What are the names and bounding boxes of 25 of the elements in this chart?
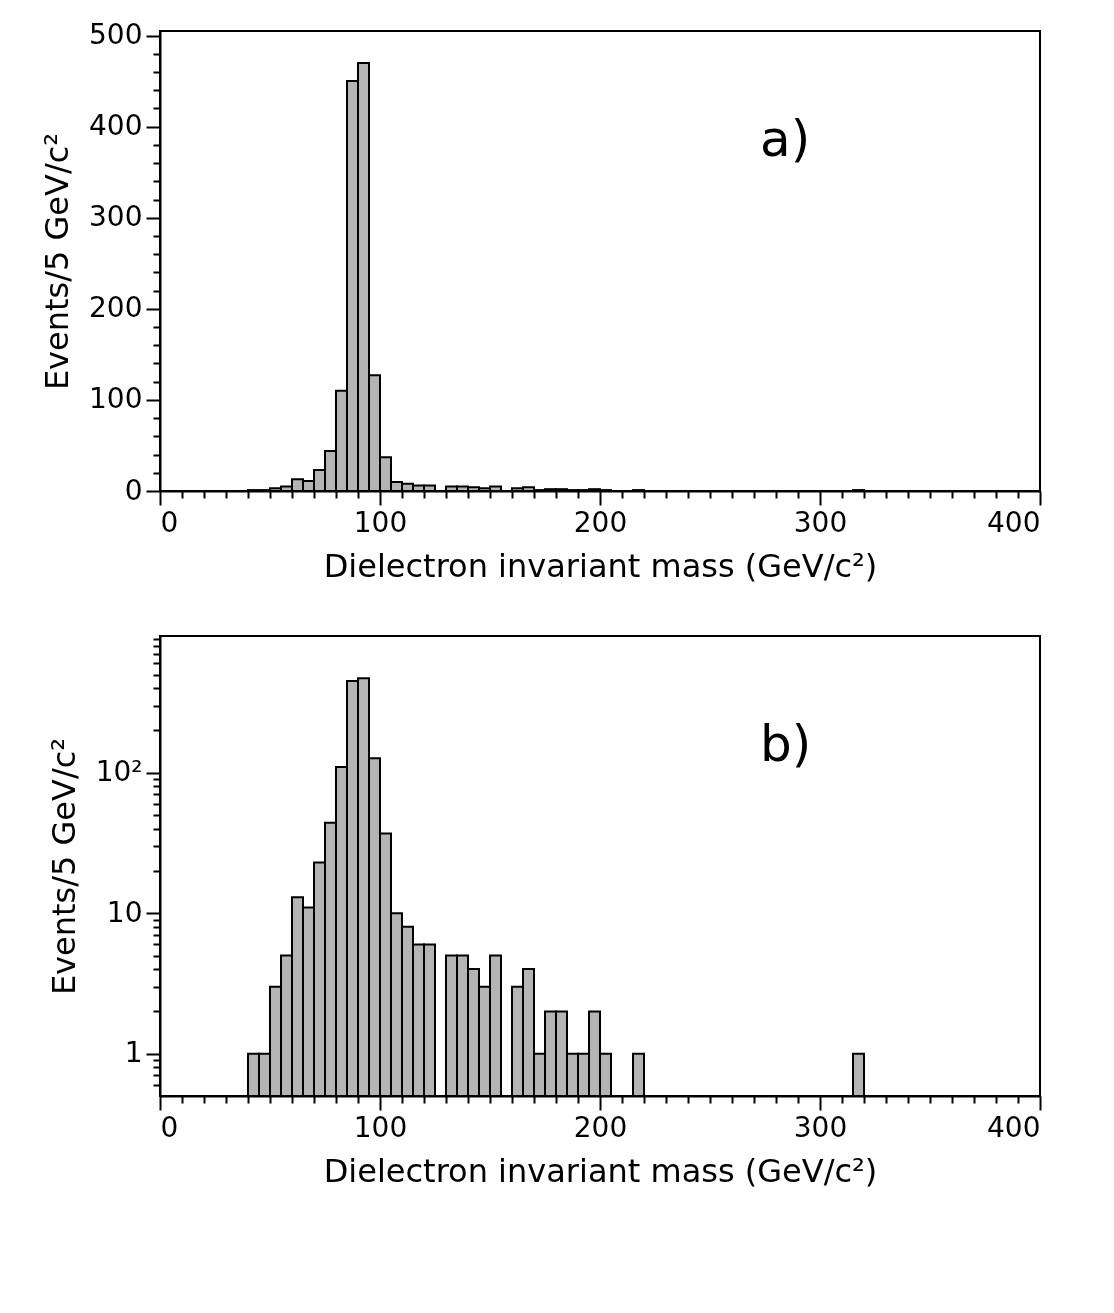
y-tick-label: 200	[89, 291, 143, 325]
x-tick-label: 300	[793, 1110, 848, 1144]
x-tick-label: 400	[987, 1110, 1041, 1144]
y-axis-title: Events/5 GeV/c²	[38, 132, 77, 391]
y-tick-label: 0	[124, 473, 143, 507]
x-tick-label: 200	[573, 1110, 628, 1144]
y-axis-title: Events/5 GeV/c²	[44, 737, 83, 996]
x-tick-label: 200	[573, 505, 628, 539]
y-tick-label: 400	[89, 109, 143, 143]
x-tick-label: 300	[793, 505, 848, 539]
y-tick-label: 300	[89, 200, 143, 234]
x-tick-label: 0	[160, 1110, 179, 1144]
y-tick-label: 500	[89, 18, 143, 52]
x-tick-label: 100	[353, 505, 408, 539]
annotation: b)	[760, 715, 812, 773]
annotation: a)	[760, 110, 811, 168]
y-tick-label: 10²	[95, 755, 143, 789]
x-axis-title: Dielectron invariant mass (GeV/c²)	[323, 546, 878, 585]
x-tick-label: 400	[987, 505, 1041, 539]
y-tick-label: 100	[89, 382, 143, 416]
x-tick-label: 0	[160, 505, 179, 539]
y-tick-label: 10	[106, 895, 143, 929]
y-tick-label: 1	[124, 1036, 143, 1070]
x-axis-title: Dielectron invariant mass (GeV/c²)	[323, 1151, 878, 1190]
x-tick-label: 100	[353, 1110, 408, 1144]
